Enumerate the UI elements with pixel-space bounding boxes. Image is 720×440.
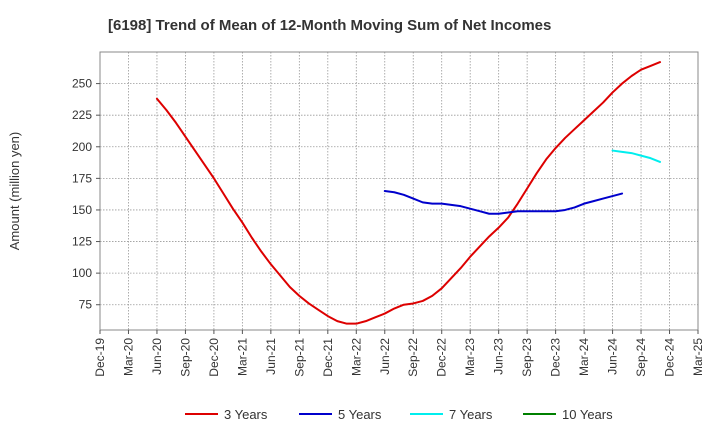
x-axis-ticks: Dec-19 Mar-20 Jun-20 Sep-20 Dec-20 Mar-21 Jun-… (93, 330, 705, 377)
y-tick-label: 125 (72, 235, 92, 249)
x-tick-label: Sep-22 (406, 338, 420, 377)
y-tick-label: 250 (72, 77, 92, 91)
series-line-7-years (611, 149, 662, 163)
legend-label: 5 Years (338, 407, 382, 422)
y-tick-label: 75 (79, 298, 93, 312)
chart-title: [6198] Trend of Mean of 12-Month Moving … (108, 17, 551, 34)
legend-label: 10 Years (562, 407, 613, 422)
x-tick-label: Sep-24 (634, 338, 648, 377)
series-line-5-years (383, 190, 624, 215)
x-tick-label: Dec-21 (321, 338, 335, 377)
y-tick-label: 100 (72, 266, 92, 280)
x-tick-label: Mar-21 (235, 338, 249, 376)
x-tick-label: Dec-19 (93, 338, 107, 377)
x-tick-label: Sep-21 (292, 338, 306, 377)
plot-area-frame (99, 51, 699, 331)
x-tick-label: Jun-22 (378, 338, 392, 375)
x-tick-label: Jun-20 (150, 338, 164, 375)
series-line-3-years (155, 61, 662, 325)
legend: 3 Years 5 Years 7 Years 10 Years (185, 407, 613, 422)
x-tick-label: Dec-20 (207, 338, 221, 377)
legend-label: 7 Years (449, 407, 493, 422)
series-lines (155, 61, 662, 325)
x-tick-label: Sep-20 (178, 338, 192, 377)
x-tick-label: Mar-24 (577, 338, 591, 376)
y-tick-label: 225 (72, 108, 92, 122)
x-tick-label: Jun-24 (606, 338, 620, 375)
x-tick-label: Dec-23 (549, 338, 563, 377)
y-tick-label: 200 (72, 140, 92, 154)
x-tick-label: Dec-24 (663, 338, 677, 377)
y-tick-label: 175 (72, 171, 92, 185)
y-tick-label: 150 (72, 203, 92, 217)
x-tick-label: Jun-21 (264, 338, 278, 375)
x-tick-label: Sep-23 (520, 338, 534, 377)
x-tick-label: Jun-23 (492, 338, 506, 375)
x-tick-label: Mar-25 (691, 338, 705, 376)
legend-label: 3 Years (224, 407, 268, 422)
y-axis-ticks: 75 100 125 150 175 200 225 250 (72, 77, 100, 312)
y-axis-label: Amount (million yen) (7, 132, 22, 251)
x-tick-label: Mar-22 (349, 338, 363, 376)
x-tick-label: Mar-20 (121, 338, 135, 376)
x-tick-label: Mar-23 (463, 338, 477, 376)
x-tick-label: Dec-22 (435, 338, 449, 377)
grid-lines (100, 52, 698, 330)
